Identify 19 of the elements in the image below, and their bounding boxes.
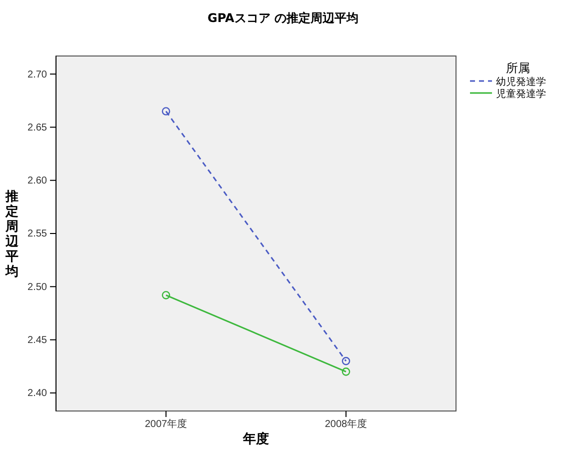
- point: [162, 107, 170, 116]
- x-axis-title: 年度: [242, 431, 269, 447]
- legend-label: 児童発達学: [496, 88, 546, 100]
- point: [162, 290, 170, 300]
- chart-title: GPAスコア の推定周辺平均: [207, 11, 359, 25]
- point: [342, 356, 350, 366]
- x-tick-label: 2008年度: [324, 418, 368, 430]
- y-tick-label: 2.40: [28, 388, 48, 400]
- y-tick-label: 2.65: [28, 122, 48, 134]
- y-tick-label: 2.70: [28, 69, 48, 80]
- legend-label: 幼児発達学: [496, 76, 546, 88]
- y-axis-title: 推定周辺平均: [4, 190, 20, 280]
- y-tick-label: 2.45: [28, 334, 48, 346]
- y-tick-label: 2.55: [28, 228, 48, 240]
- point: [342, 368, 350, 376]
- legend-title: 所属: [506, 61, 530, 75]
- y-tick-label: 2.50: [28, 282, 48, 293]
- y-tick-label: 2.60: [28, 176, 48, 187]
- x-tick-label: 2007年度: [144, 418, 188, 430]
